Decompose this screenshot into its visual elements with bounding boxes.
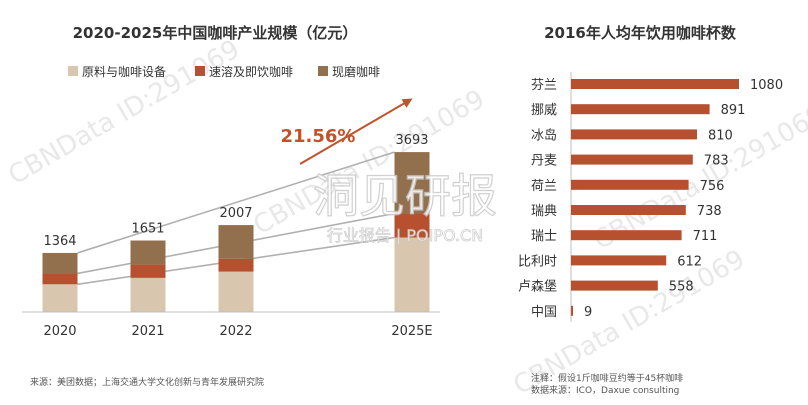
bar-segment-raw-2021 — [130, 277, 166, 312]
hbar-value-label: 558 — [669, 280, 694, 295]
x-tick-2020: 2020 — [43, 324, 76, 339]
bar-segment-ground-2022 — [218, 225, 254, 259]
bar-segment-raw-2025E — [394, 237, 430, 312]
bar-segment-ground-2021 — [130, 240, 166, 265]
x-tick-2022: 2022 — [219, 324, 252, 339]
legend-label-ground: 现磨咖啡 — [332, 64, 380, 79]
hbar-value-label: 810 — [708, 128, 733, 143]
total-label-2025E: 3693 — [395, 133, 428, 148]
bar-segment-instant-2022 — [218, 258, 254, 272]
hbar-category-label: 丹麦 — [531, 154, 557, 169]
hbar-value-label: 738 — [697, 204, 722, 219]
legend-label-instant: 速溶及即饮咖啡 — [209, 64, 293, 79]
hbar-瑞士 — [571, 230, 682, 241]
hbar-category-label: 卢森堡 — [518, 279, 557, 295]
right-chart-title: 2016年人均年饮用咖啡杯数 — [544, 24, 737, 42]
left-chart-title: 2020-2025年中国咖啡产业规模（亿元） — [73, 24, 358, 42]
hbar-value-label: 9 — [584, 305, 592, 320]
bar-segment-instant-2021 — [130, 264, 166, 278]
hbar-category-label: 芬兰 — [531, 78, 557, 93]
hbar-挪威 — [571, 104, 710, 115]
hbar-value-label: 612 — [677, 254, 702, 269]
legend-swatch-instant — [195, 66, 205, 76]
total-label-2022: 2007 — [219, 206, 252, 221]
hbar-芬兰 — [571, 79, 739, 89]
hbar-冰岛 — [571, 129, 697, 140]
hbar-category-label: 瑞士 — [531, 229, 557, 244]
hbar-荷兰 — [571, 179, 689, 190]
hbar-value-label: 891 — [721, 103, 746, 118]
bar-segment-instant-2025E — [394, 213, 430, 238]
brand-watermark-sub: 行业报告 | POIPO.CN — [327, 226, 483, 245]
hbar-value-label: 783 — [704, 154, 729, 169]
trend-line-ground — [77, 151, 395, 254]
left-legend: 原料与咖啡设备 速溶及即饮咖啡 现磨咖啡 — [68, 64, 380, 79]
hbar-丹麦 — [571, 154, 693, 165]
legend-label-raw: 原料与咖啡设备 — [82, 64, 166, 79]
right-horizontal-bars: 芬兰 1080 挪威 891 冰岛 810 丹麦 783 荷兰 756 瑞典 738 瑞士 711 比利时 6… — [518, 78, 783, 320]
bar-segment-raw-2020 — [42, 284, 78, 312]
hbar-value-label: 1080 — [750, 78, 783, 93]
left-stacked-bars: 1364 2020 1651 2021 2007 2022 3693 2025E — [42, 133, 433, 339]
legend-swatch-ground — [318, 66, 328, 76]
left-source-note: 来源：美团数据；上海交通大学文化创新与青年发展研究院 — [30, 376, 264, 388]
hbar-中国 — [571, 305, 573, 316]
growth-arrow — [299, 98, 413, 165]
brand-watermark: 洞见研报 行业报告 | POIPO.CN — [312, 168, 497, 245]
hbar-category-label: 挪威 — [531, 103, 557, 118]
growth-rate-label: 21.56% — [281, 126, 356, 147]
total-label-2020: 1364 — [43, 234, 76, 249]
bar-segment-instant-2020 — [42, 273, 78, 285]
right-source-note: 数据来源：ICO，Daxue consulting — [531, 384, 679, 396]
hbar-category-label: 中国 — [531, 305, 557, 320]
right-annotation-note: 注释：假设1斤咖啡豆约等于45杯咖啡 — [531, 372, 683, 384]
bar-segment-raw-2022 — [218, 271, 254, 312]
hbar-value-label: 711 — [693, 229, 718, 244]
hbar-category-label: 荷兰 — [531, 179, 557, 194]
hbar-category-label: 比利时 — [518, 254, 557, 269]
brand-watermark-main: 洞见研报 — [313, 169, 497, 223]
hbar-category-label: 冰岛 — [531, 127, 557, 143]
hbar-卢森堡 — [571, 280, 658, 291]
hbar-category-label: 瑞典 — [531, 204, 557, 219]
bar-segment-ground-2025E — [394, 152, 430, 214]
watermark-text-left: CBNData ID:291069 — [4, 34, 245, 191]
hbar-value-label: 756 — [700, 179, 725, 194]
bar-segment-ground-2020 — [42, 252, 78, 274]
x-tick-2021: 2021 — [131, 324, 164, 339]
legend-swatch-raw — [68, 66, 78, 76]
x-tick-2025E: 2025E — [391, 324, 432, 339]
hbar-瑞典 — [571, 205, 686, 215]
total-label-2021: 1651 — [131, 222, 164, 237]
hbar-比利时 — [571, 255, 667, 266]
